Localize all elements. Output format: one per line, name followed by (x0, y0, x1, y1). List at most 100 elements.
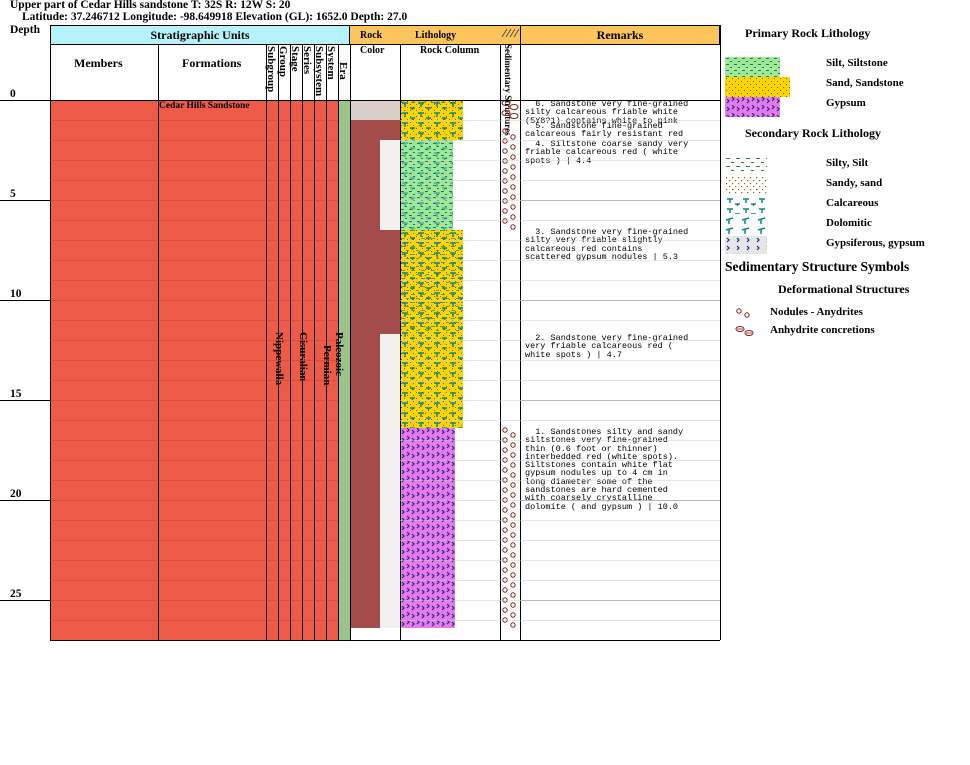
members-header: Members (74, 56, 123, 70)
legend-dolomitic-swatch (725, 216, 767, 234)
stage-header: Stage (289, 46, 301, 72)
legend-sandy-swatch (725, 176, 767, 194)
era-header: Era (337, 62, 349, 80)
nodule-symbol (510, 482, 516, 488)
nodule-symbol (510, 512, 516, 518)
sed-structures-hatch-icon (501, 28, 520, 38)
legend-silt-swatch (725, 57, 780, 77)
nodule-symbol (502, 497, 508, 503)
legend-sand-swatch (725, 77, 790, 97)
nodule-symbol (502, 188, 508, 194)
remarks-header: Remarks (520, 25, 720, 45)
nodule-symbol (502, 557, 508, 563)
nodule-symbol (502, 537, 508, 543)
rock-color-header-2: Color (360, 45, 385, 56)
nodule-symbol (510, 194, 516, 200)
nodule-symbol (502, 547, 508, 553)
formations-header: Formations (182, 56, 242, 70)
nodule-symbol (502, 517, 508, 523)
nodule-symbol (502, 447, 508, 453)
nodule-symbol (510, 602, 516, 608)
nodule-symbol (502, 567, 508, 573)
legend-sandy-label: Sandy, sand (826, 177, 883, 189)
nodule-symbol (510, 532, 516, 538)
nodule-symbol (502, 487, 508, 493)
legend-gypsiferous-swatch (725, 236, 767, 254)
depth-tick-label: 15 (10, 388, 22, 400)
rock-column-header: Rock Column (420, 45, 480, 56)
remarks-title: Remarks (596, 28, 644, 42)
strat-units-header: Stratigraphic Units (50, 25, 350, 45)
nodule-symbol (510, 502, 516, 508)
series-header: Series (301, 46, 313, 75)
rock-column (400, 100, 463, 628)
nodule-symbol (510, 174, 516, 180)
legend-dolomitic-label: Dolomitic (826, 217, 872, 229)
nodule-symbol (502, 148, 508, 154)
nodule-symbol (510, 582, 516, 588)
nodule-symbol (502, 617, 508, 623)
nodule-symbol (510, 154, 516, 160)
legend-calcareous-label: Calcareous (826, 197, 879, 209)
rock-lithology-header (350, 25, 520, 45)
depth-tick-label: 10 (10, 288, 22, 300)
sed-structures-header: Sedimentary Structures (503, 44, 513, 136)
nodule-symbol (510, 164, 516, 170)
remark-5: 5. Sandstone fine-grained calcareous fai… (525, 121, 684, 140)
nodule-symbol (510, 224, 516, 230)
nodule-symbol (510, 432, 516, 438)
sed-structures-column (501, 100, 519, 628)
depth-tick-label: 25 (10, 588, 22, 600)
nodule-symbol (510, 572, 516, 578)
group-header: Group (277, 46, 289, 77)
legend-deform-title: Deformational Structures (778, 282, 910, 296)
well-title: Upper part of Cedar Hills sandstone T: 3… (10, 0, 291, 11)
nodule-symbol (502, 597, 508, 603)
nodule-symbol (502, 158, 508, 164)
strat-units-title: Stratigraphic Units (150, 28, 250, 42)
depth-tick-label: 5 (10, 188, 16, 200)
concretions-icon (735, 326, 754, 336)
depth-label: Depth (10, 24, 41, 36)
nodule-symbol (502, 587, 508, 593)
lithology-header: Lithology (415, 30, 457, 41)
nodules-icon (736, 308, 750, 318)
nodule-symbol (502, 607, 508, 613)
nodule-symbol (502, 577, 508, 583)
nodule-symbol (510, 204, 516, 210)
nodule-symbol (510, 144, 516, 150)
remark-3: 3. Sandstone very fine-grained silty ver… (525, 227, 689, 262)
legend-concretions-label: Anhydrite concretions (770, 324, 875, 336)
subsystem-header: Subsystem (313, 46, 325, 97)
legend-gypsum-swatch (725, 97, 780, 117)
rock-color-header-1: Rock (360, 30, 383, 41)
concretion-symbol (501, 110, 511, 116)
legend-gypsiferous-label: Gypsiferous, gypsum (826, 237, 925, 249)
nodule-symbol (502, 178, 508, 184)
subgroup-header: Subgroup (265, 46, 277, 93)
nodule-symbol (502, 467, 508, 473)
formation-value: Cedar Hills Sandstone (159, 101, 250, 111)
nodule-symbol (502, 527, 508, 533)
legend-silty-label: Silty, Silt (826, 157, 869, 169)
legend-nodules-label: Nodules - Anydrites (770, 306, 863, 318)
nodule-symbol (510, 214, 516, 220)
system-header: System (325, 46, 337, 80)
nodule-symbol (510, 542, 516, 548)
remark-2: 2. Sandstone very fine-grained very fria… (525, 333, 689, 360)
nodule-symbol (510, 622, 516, 628)
legend-gypsum-label: Gypsum (826, 97, 866, 109)
nodule-symbol (510, 552, 516, 558)
legend-calcareous-swatch (725, 196, 767, 214)
nodule-symbol (502, 218, 508, 224)
era-fill (338, 100, 350, 640)
nodule-symbol (502, 427, 508, 433)
nodule-symbol (510, 462, 516, 468)
remark-1: 1. Sandstones silty and sandy siltstones… (525, 427, 684, 512)
concretion-symbol (509, 104, 519, 110)
legend-silty-swatch (725, 156, 767, 174)
nodule-symbol (502, 437, 508, 443)
nodule-symbol (502, 208, 508, 214)
legend-sed-title: Sedimentary Structure Symbols (725, 259, 910, 274)
